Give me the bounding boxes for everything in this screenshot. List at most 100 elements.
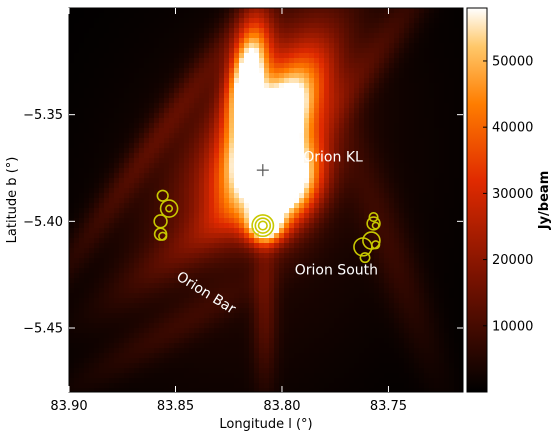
- heatmap-cell: [224, 58, 229, 63]
- heatmap-cell: [369, 273, 374, 278]
- heatmap-cell: [159, 63, 164, 68]
- heatmap-cell: [94, 303, 99, 308]
- heatmap-cell: [449, 203, 454, 208]
- heatmap-cell: [79, 213, 84, 218]
- heatmap-cell: [329, 198, 334, 203]
- heatmap-cell: [124, 83, 129, 88]
- heatmap-cell: [124, 128, 129, 133]
- heatmap-cell: [454, 168, 459, 173]
- heatmap-cell: [154, 138, 159, 143]
- heatmap-cell: [409, 318, 414, 323]
- heatmap-cell: [254, 138, 259, 143]
- heatmap-cell: [404, 258, 409, 263]
- heatmap-cell: [349, 123, 354, 128]
- heatmap-cell: [239, 198, 244, 203]
- heatmap-cell: [109, 168, 114, 173]
- heatmap-cell: [319, 73, 324, 78]
- heatmap-cell: [414, 33, 419, 38]
- heatmap-cell: [184, 273, 189, 278]
- heatmap-cell: [354, 78, 359, 83]
- heatmap-cell: [144, 28, 149, 33]
- heatmap-cell: [374, 18, 379, 23]
- heatmap-cell: [269, 98, 274, 103]
- heatmap-cell: [414, 303, 419, 308]
- heatmap-cell: [129, 258, 134, 263]
- heatmap-cell: [224, 288, 229, 293]
- heatmap-cell: [414, 183, 419, 188]
- heatmap-cell: [129, 138, 134, 143]
- heatmap-cell: [184, 133, 189, 138]
- heatmap-cell: [274, 53, 279, 58]
- heatmap-cell: [374, 13, 379, 18]
- heatmap-cell: [369, 313, 374, 318]
- heatmap-cell: [134, 288, 139, 293]
- heatmap-cell: [354, 283, 359, 288]
- heatmap-cell: [229, 258, 234, 263]
- heatmap-cell: [199, 313, 204, 318]
- heatmap-cell: [239, 33, 244, 38]
- heatmap-cell: [209, 318, 214, 323]
- heatmap-cell: [284, 88, 289, 93]
- heatmap-cell: [194, 163, 199, 168]
- heatmap-cell: [459, 198, 463, 203]
- heatmap-cell: [354, 28, 359, 33]
- heatmap-cell: [419, 223, 424, 228]
- heatmap-cell: [304, 168, 309, 173]
- heatmap-cell: [359, 93, 364, 98]
- heatmap-cell: [459, 103, 463, 108]
- heatmap-cell: [394, 68, 399, 73]
- heatmap-cell: [199, 18, 204, 23]
- heatmap-cell: [114, 123, 119, 128]
- heatmap-cell: [339, 233, 344, 238]
- heatmap-cell: [109, 268, 114, 273]
- heatmap-cell: [249, 238, 254, 243]
- heatmap-cell: [129, 198, 134, 203]
- heatmap-cell: [459, 223, 463, 228]
- heatmap-cell: [264, 23, 269, 28]
- heatmap-cell: [154, 233, 159, 238]
- heatmap-cell: [409, 193, 414, 198]
- heatmap-cell: [189, 263, 194, 268]
- heatmap-cell: [364, 138, 369, 143]
- heatmap-cell: [144, 288, 149, 293]
- heatmap-cell: [164, 258, 169, 263]
- heatmap-cell: [374, 118, 379, 123]
- heatmap-cell: [379, 253, 384, 258]
- heatmap-cell: [89, 8, 94, 13]
- heatmap-cell: [124, 88, 129, 93]
- heatmap-cell: [309, 233, 314, 238]
- heatmap-cell: [389, 223, 394, 228]
- heatmap-cell: [139, 128, 144, 133]
- heatmap-cell: [359, 78, 364, 83]
- heatmap-cell: [349, 188, 354, 193]
- heatmap-cell: [179, 208, 184, 213]
- heatmap-cell: [304, 223, 309, 228]
- heatmap-cell: [279, 198, 284, 203]
- heatmap-cell: [234, 238, 239, 243]
- heatmap-cell: [354, 288, 359, 293]
- heatmap-cell: [409, 218, 414, 223]
- heatmap-cell: [369, 113, 374, 118]
- heatmap-cell: [344, 183, 349, 188]
- heatmap-cell: [249, 143, 254, 148]
- heatmap-cell: [179, 8, 184, 13]
- heatmap-cell: [269, 68, 274, 73]
- heatmap-cell: [214, 193, 219, 198]
- heatmap-cell: [344, 98, 349, 103]
- heatmap-cell: [319, 313, 324, 318]
- heatmap-cell: [324, 98, 329, 103]
- heatmap-cell: [229, 313, 234, 318]
- heatmap-cell: [114, 198, 119, 203]
- heatmap-cell: [299, 173, 304, 178]
- heatmap-cell: [199, 73, 204, 78]
- heatmap-cell: [204, 213, 209, 218]
- heatmap-cell: [334, 113, 339, 118]
- heatmap-cell: [439, 268, 444, 273]
- heatmap-cell: [69, 193, 74, 198]
- heatmap-cell: [444, 148, 449, 153]
- heatmap-cell: [194, 108, 199, 113]
- heatmap-cell: [104, 298, 109, 303]
- heatmap-cell: [444, 8, 449, 13]
- heatmap-cell: [214, 208, 219, 213]
- heatmap-cell: [244, 243, 249, 248]
